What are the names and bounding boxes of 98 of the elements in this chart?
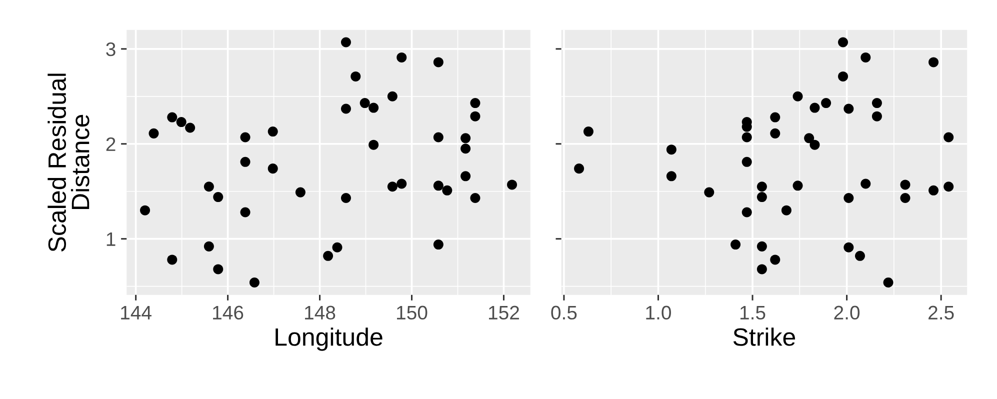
point — [730, 240, 741, 250]
point — [574, 164, 584, 174]
point — [742, 156, 752, 167]
point — [213, 192, 224, 202]
point — [340, 104, 351, 114]
point — [470, 111, 480, 122]
point — [810, 102, 820, 113]
point — [185, 122, 196, 133]
point — [442, 185, 452, 196]
point — [470, 192, 480, 204]
point — [460, 144, 471, 154]
point — [860, 52, 871, 62]
point — [583, 126, 594, 137]
point — [844, 242, 854, 252]
point — [844, 192, 854, 204]
y-tick-label: 1 — [106, 232, 116, 246]
point — [204, 182, 214, 192]
point — [900, 180, 910, 190]
x-tick-label: 150 — [397, 306, 428, 320]
point — [167, 254, 178, 265]
point — [396, 178, 407, 189]
point — [756, 182, 767, 192]
point — [666, 171, 676, 182]
point — [176, 117, 186, 128]
point — [433, 240, 444, 250]
point — [860, 178, 871, 189]
point — [332, 242, 342, 252]
point — [704, 187, 714, 198]
point — [900, 192, 910, 204]
x-tick-label: 1.5 — [740, 306, 766, 320]
point — [368, 140, 379, 150]
point — [350, 71, 361, 82]
point — [360, 98, 370, 108]
point — [781, 205, 792, 216]
point — [944, 182, 954, 192]
point — [872, 111, 882, 122]
point — [213, 264, 224, 274]
point — [770, 128, 780, 138]
point — [756, 264, 767, 274]
point — [460, 171, 471, 182]
point — [507, 180, 518, 190]
point — [928, 57, 939, 68]
point — [167, 112, 178, 122]
point — [204, 241, 214, 252]
point — [240, 132, 250, 142]
point — [340, 37, 351, 48]
point — [249, 278, 260, 288]
point — [944, 132, 954, 142]
point — [928, 185, 939, 196]
point — [140, 205, 150, 216]
x-tick-label: 2.0 — [834, 306, 860, 320]
point — [240, 156, 250, 167]
point — [883, 278, 894, 288]
point — [323, 250, 334, 261]
point — [792, 180, 803, 191]
point — [792, 91, 803, 102]
point — [756, 241, 767, 252]
y-tick-label: 2 — [106, 137, 116, 151]
point — [368, 102, 379, 113]
point — [844, 104, 854, 114]
point — [756, 192, 767, 202]
x-axis-title: Longitude — [276, 328, 382, 351]
x-tick-label: 146 — [213, 306, 244, 320]
point — [838, 71, 848, 82]
y-tick-label: 3 — [106, 42, 116, 56]
point — [240, 207, 250, 218]
point — [268, 164, 278, 174]
point — [387, 182, 398, 192]
point — [396, 52, 407, 62]
point — [433, 180, 444, 191]
point — [666, 144, 676, 155]
x-tick-label: 144 — [121, 306, 152, 320]
point — [838, 37, 848, 48]
point — [742, 207, 752, 218]
point — [387, 91, 398, 102]
x-tick-label: 2.5 — [928, 306, 954, 320]
point — [742, 132, 752, 142]
x-axis-title: Strike — [733, 328, 796, 346]
point — [295, 187, 306, 198]
x-tick-label: 152 — [488, 306, 519, 320]
point — [770, 112, 780, 122]
point — [460, 133, 471, 144]
point — [872, 98, 882, 108]
point — [810, 140, 820, 150]
point — [854, 250, 865, 261]
x-tick-label: 0.5 — [551, 306, 577, 320]
point — [821, 98, 832, 108]
point — [804, 133, 814, 144]
point — [148, 128, 159, 138]
point — [340, 192, 351, 204]
point — [470, 98, 480, 108]
y-axis-title: Scaled Residual Distance — [48, 74, 90, 252]
point — [770, 254, 780, 265]
x-tick-label: 148 — [305, 306, 336, 320]
point — [433, 132, 444, 142]
point — [433, 57, 444, 68]
point — [268, 126, 278, 137]
x-tick-label: 1.0 — [646, 306, 671, 320]
